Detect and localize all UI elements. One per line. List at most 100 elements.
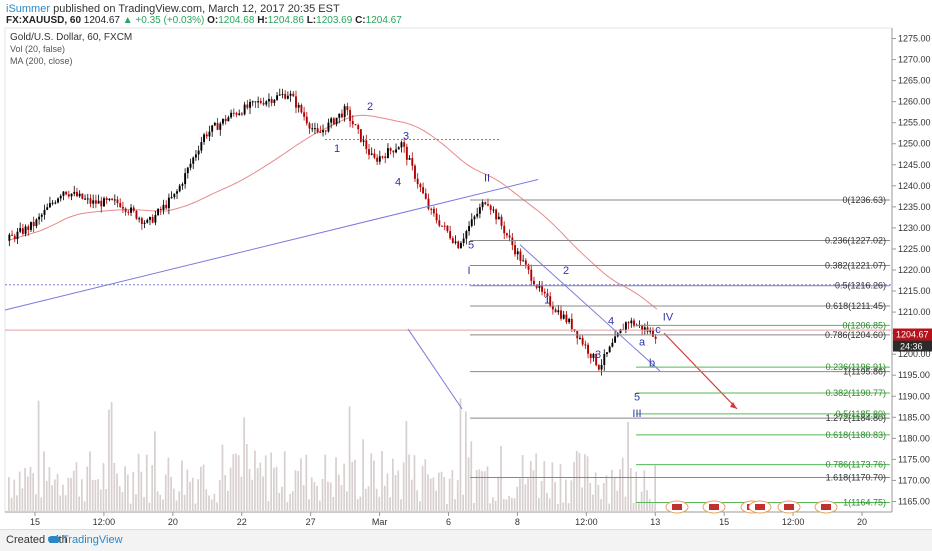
candle-body (62, 191, 65, 196)
candle-body (254, 101, 257, 103)
volume-bar (335, 457, 337, 512)
candle-body (224, 118, 227, 122)
legend-title: Gold/U.S. Dollar, 60, FXCM (10, 32, 132, 43)
volume-bar (129, 503, 132, 512)
candle-body (84, 198, 87, 200)
volume-bar (21, 488, 24, 512)
volume-bar (492, 497, 494, 512)
volume-bar (375, 488, 378, 512)
candle-body (589, 353, 592, 359)
candle-body (222, 118, 224, 124)
time-tick-label: 20 (857, 517, 867, 527)
volume-bar (248, 469, 251, 512)
volume-bar (283, 451, 286, 512)
plot-area (4, 27, 893, 513)
volume-bar (378, 496, 381, 512)
candle-body (259, 101, 262, 103)
volume-bar (16, 495, 18, 512)
volume-bar (94, 479, 97, 512)
candle-body (38, 216, 41, 220)
volume-bar (559, 464, 562, 512)
volume-bar (126, 474, 129, 512)
candle-body (65, 191, 68, 195)
author-name[interactable]: iSummer (6, 3, 51, 15)
open-value: 1204.68 (218, 15, 255, 26)
tradingview-link[interactable]: TradingView (62, 534, 123, 546)
candle-body (194, 154, 197, 158)
high-label: H: (257, 15, 268, 26)
price-tick-label: 1185.00 (898, 412, 930, 422)
candle-body (257, 101, 260, 103)
volume-bar (18, 471, 21, 512)
volume-bar (551, 462, 554, 512)
candle-body (313, 128, 316, 130)
candle-body (295, 96, 297, 108)
volume-bar (489, 503, 492, 512)
volume-bar (97, 479, 99, 512)
candle-body (238, 113, 241, 115)
candle-body (186, 167, 189, 174)
low-label: L: (306, 15, 317, 26)
change-value: +0.35 (+0.03%) (135, 15, 205, 26)
candle-body (392, 150, 395, 153)
candle-body (373, 153, 376, 158)
volume-bar (429, 478, 432, 512)
volume-bar (400, 499, 402, 512)
candle-body (176, 191, 178, 194)
candle-body (54, 202, 57, 204)
fib-green-label: 0.786(1173.76) (826, 460, 886, 470)
volume-bar (143, 497, 145, 512)
candle-body (243, 104, 246, 115)
candle-body (522, 260, 525, 262)
candle-body (67, 194, 70, 197)
volume-bar (256, 468, 259, 512)
volume-bar (581, 487, 583, 512)
candle-body (284, 93, 287, 99)
volume-bar (75, 462, 78, 512)
candle-body (495, 209, 498, 220)
volume-bar (362, 439, 364, 512)
candle-body (630, 320, 633, 324)
volume-bar (340, 485, 343, 512)
candle-body (146, 219, 149, 223)
price-tick-label: 1275.00 (898, 34, 931, 44)
candle-body (386, 148, 389, 159)
time-tick-label: 15 (719, 517, 729, 527)
candle-body (208, 131, 211, 137)
volume-bar (316, 485, 318, 512)
candle-body (97, 200, 100, 204)
volume-bar (102, 463, 105, 512)
fib-extension-label: 1.272(1184.80) (826, 413, 886, 423)
volume-bar (500, 445, 502, 512)
fib-green-label: 0.382(1190.77) (826, 388, 886, 398)
candle-body (378, 156, 381, 162)
time-tick-label: 6 (446, 517, 451, 527)
candle-body (565, 314, 568, 323)
candle-body (527, 264, 530, 270)
candle-body (138, 218, 141, 220)
candle-body (59, 195, 62, 199)
candle-body (143, 222, 146, 224)
candle-body (533, 280, 535, 286)
candle-body (595, 353, 598, 366)
candle-body (476, 213, 479, 217)
fib-green-label: 0.618(1180.83) (826, 430, 886, 440)
time-tick-label: 12:00 (575, 517, 598, 527)
volume-bar (118, 486, 121, 512)
volume-bar (432, 477, 435, 512)
candle-body (570, 318, 573, 330)
projection-line (407, 328, 463, 410)
volume-bar (421, 465, 424, 512)
volume-bar (540, 480, 543, 512)
volume-bar (435, 490, 437, 512)
candle-body (11, 234, 14, 236)
candle-body (132, 207, 135, 211)
volume-bar (616, 490, 619, 512)
fib-green-label: 1(1164.75) (843, 498, 886, 508)
price-tick-label: 1230.00 (898, 223, 931, 233)
symbol-label: FX:XAUUSD, 60 (6, 15, 82, 26)
candle-body (232, 112, 235, 114)
candle-body (235, 113, 238, 115)
candle-body (492, 209, 495, 211)
